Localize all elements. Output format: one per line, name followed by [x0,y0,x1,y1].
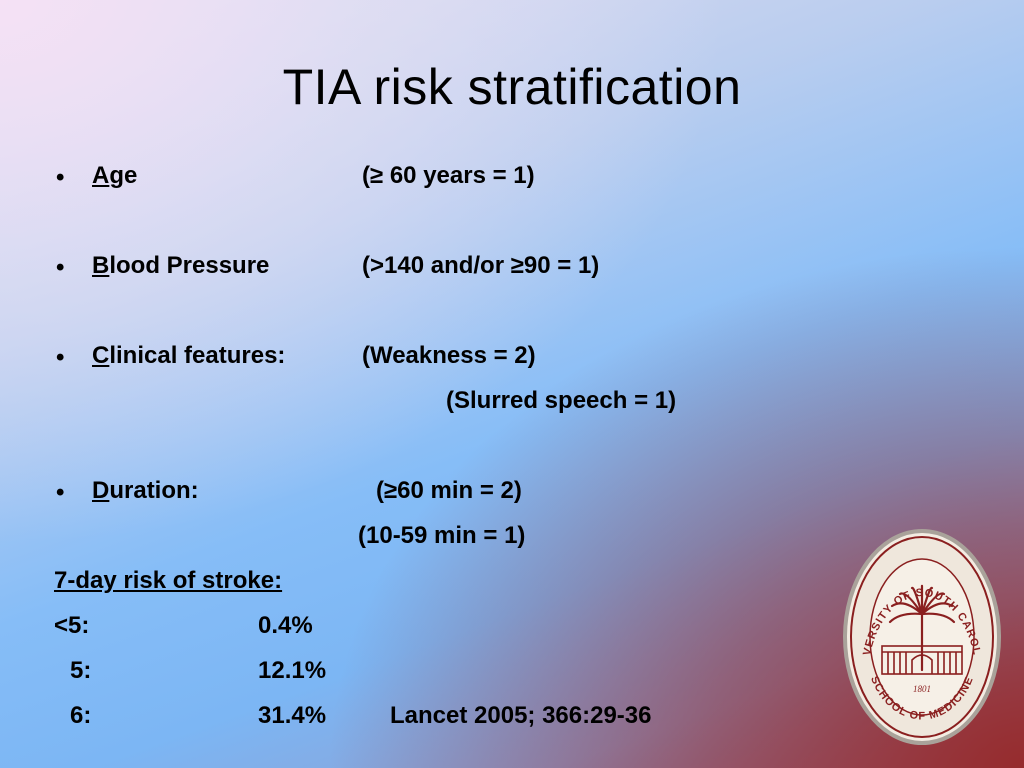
risk-percent-2: 12.1% [258,657,327,684]
item-duration-label: Duration: [92,477,199,505]
risk-percent-3: 31.4% [258,702,327,729]
item-age-label: Age [92,162,137,190]
item-clinical-features-initial: C [92,342,110,369]
citation: Lancet 2005; 366:29-36 [390,702,652,729]
item-clinical-features-value: (Weakness = 2) [362,342,536,369]
item-clinical-features-value2: (Slurred speech = 1) [446,387,677,414]
item-age-initial: A [92,162,110,189]
item-duration-value: (≥60 min = 2) [376,477,522,504]
risk-score-1: <5: [54,612,90,639]
risk-score-2: 5: [70,657,92,684]
risk-heading: 7-day risk of stroke: [54,567,283,594]
bullet-age: • [56,164,65,191]
bullet-clinical-features: • [56,344,65,371]
item-blood-pressure-rest: lood Pressure [109,252,270,279]
item-clinical-features-rest: linical features: [109,342,286,369]
item-clinical-features-label: Clinical features: [92,342,285,370]
slide-title: TIA risk stratification [282,59,742,115]
item-duration-initial: D [92,477,110,504]
item-age-value: (≥ 60 years = 1) [362,162,535,189]
risk-score-3: 6: [70,702,92,729]
item-duration-rest: uration: [109,477,199,504]
item-blood-pressure-value: (>140 and/or ≥90 = 1) [362,252,600,279]
item-duration-value2: (10-59 min = 1) [358,522,526,549]
item-blood-pressure-label: Blood Pressure [92,252,269,280]
seal-year: 1801 [913,684,931,694]
bullet-duration: • [56,479,65,506]
risk-percent-1: 0.4% [258,612,313,639]
university-seal-logo: UNIVERSITY OF SOUTH CAROLINA SCHOOL OF M… [842,528,1001,745]
bullet-blood-pressure: • [56,254,65,281]
item-age-rest: ge [109,162,138,189]
item-blood-pressure-initial: B [92,252,110,279]
